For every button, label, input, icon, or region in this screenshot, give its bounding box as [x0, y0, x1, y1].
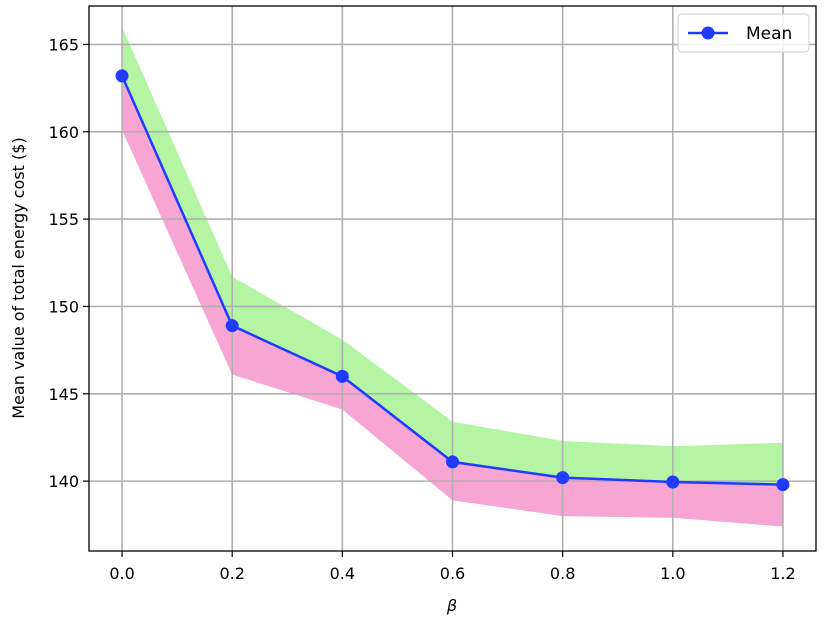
axis-ticks: 0.0 0.2 0.4 0.6 0.8 1.0 1.2 140 145 150 155 160 165: [48, 35, 795, 583]
x-tick-label: 0.0: [109, 564, 134, 583]
data-point: [556, 471, 570, 485]
data-point: [335, 369, 349, 383]
legend-box: [677, 13, 810, 53]
series-layer: [115, 69, 790, 492]
y-tick-label: 165: [48, 35, 79, 54]
y-tick-label: 140: [48, 472, 79, 491]
data-point: [666, 475, 680, 489]
data-point: [446, 455, 459, 469]
y-axis-label: Mean value of total energy cost ($): [9, 137, 28, 418]
legend: Mean: [677, 13, 810, 53]
legend-marker-sample: [701, 26, 715, 40]
x-tick-label: 1.2: [770, 564, 795, 583]
y-tick-label: 155: [48, 210, 79, 229]
x-tick-label: 0.6: [440, 564, 465, 583]
legend-entry-mean: Mean: [746, 24, 792, 44]
x-tick-label: 1.0: [660, 564, 685, 583]
y-tick-label: 160: [48, 123, 79, 142]
data-point: [115, 69, 129, 83]
data-point: [225, 319, 239, 333]
x-tick-label: 0.2: [219, 564, 244, 583]
x-axis-label: β: [446, 596, 457, 615]
y-tick-label: 145: [48, 385, 79, 404]
x-tick-label: 0.8: [550, 564, 575, 583]
y-tick-label: 150: [48, 297, 79, 316]
data-point: [776, 478, 790, 492]
x-tick-label: 0.4: [330, 564, 355, 583]
